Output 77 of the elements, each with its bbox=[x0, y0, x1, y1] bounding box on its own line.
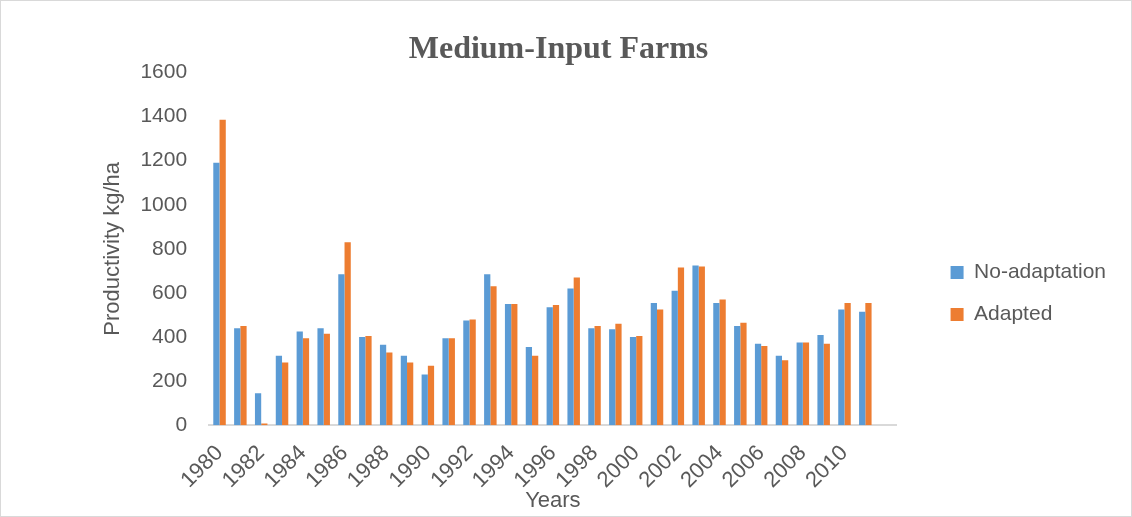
bar bbox=[296, 331, 303, 426]
bar bbox=[734, 326, 741, 426]
bar bbox=[629, 337, 637, 426]
y-tick-label: 600 bbox=[152, 279, 188, 303]
y-tick-label: 1600 bbox=[140, 59, 188, 83]
bar bbox=[365, 335, 372, 426]
bar bbox=[713, 302, 720, 426]
bar bbox=[282, 362, 289, 426]
bar bbox=[448, 338, 455, 426]
bar bbox=[359, 337, 366, 426]
bar bbox=[386, 352, 393, 426]
y-tick-label: 0 bbox=[175, 412, 188, 436]
bar bbox=[302, 338, 310, 426]
bar bbox=[782, 360, 789, 426]
bar bbox=[275, 355, 283, 426]
bar bbox=[379, 344, 387, 426]
bar bbox=[859, 311, 866, 426]
bar bbox=[407, 362, 414, 426]
bar bbox=[546, 307, 553, 426]
bar bbox=[525, 347, 533, 426]
bar bbox=[609, 329, 616, 426]
bar bbox=[802, 342, 810, 426]
y-tick-label: 1200 bbox=[140, 147, 188, 171]
bar bbox=[469, 319, 476, 426]
bar bbox=[427, 365, 435, 426]
bar bbox=[636, 335, 643, 426]
bar bbox=[421, 374, 428, 426]
bar bbox=[552, 305, 560, 426]
bar bbox=[484, 274, 491, 426]
bar bbox=[844, 302, 851, 426]
bar bbox=[338, 274, 345, 426]
bar bbox=[677, 267, 685, 426]
bar bbox=[761, 345, 768, 426]
bar bbox=[838, 309, 845, 426]
bar bbox=[775, 355, 782, 426]
bar bbox=[442, 338, 449, 426]
bar bbox=[865, 302, 872, 426]
legend-label: Adapted bbox=[974, 301, 1053, 325]
bar bbox=[511, 304, 518, 426]
bar bbox=[698, 266, 705, 426]
y-tick-label: 400 bbox=[152, 323, 188, 347]
bar bbox=[532, 355, 539, 426]
bar bbox=[234, 328, 241, 426]
bar bbox=[317, 328, 324, 426]
bar bbox=[823, 343, 830, 426]
bar bbox=[657, 309, 664, 426]
bar bbox=[588, 328, 595, 426]
chart-title: Medium-Input Farms bbox=[408, 29, 709, 66]
bar bbox=[615, 323, 622, 426]
y-tick-label: 1400 bbox=[140, 103, 188, 127]
bar bbox=[323, 333, 330, 426]
bar bbox=[567, 288, 574, 426]
y-tick-label: 1000 bbox=[140, 191, 188, 215]
y-tick-label: 200 bbox=[152, 368, 188, 392]
bar bbox=[754, 343, 762, 426]
bar bbox=[796, 342, 803, 426]
bar bbox=[344, 242, 351, 426]
bar bbox=[719, 299, 726, 426]
bar bbox=[219, 119, 226, 426]
bar bbox=[213, 162, 220, 426]
bar bbox=[573, 277, 580, 426]
bar bbox=[817, 334, 824, 426]
y-tick-label: 800 bbox=[152, 235, 188, 259]
bar bbox=[490, 286, 497, 426]
bar bbox=[692, 265, 699, 426]
bar bbox=[240, 326, 247, 426]
bar bbox=[650, 302, 658, 426]
y-axis-title: Productivity kg/ha bbox=[99, 161, 125, 336]
bar bbox=[504, 304, 512, 426]
legend-label: No-adaptation bbox=[974, 259, 1107, 283]
bar bbox=[740, 322, 747, 426]
bar bbox=[254, 393, 262, 426]
bar bbox=[400, 355, 408, 426]
bar bbox=[463, 320, 470, 426]
x-axis-title: Years bbox=[525, 486, 581, 512]
bar bbox=[594, 326, 601, 426]
bar bbox=[671, 290, 678, 426]
